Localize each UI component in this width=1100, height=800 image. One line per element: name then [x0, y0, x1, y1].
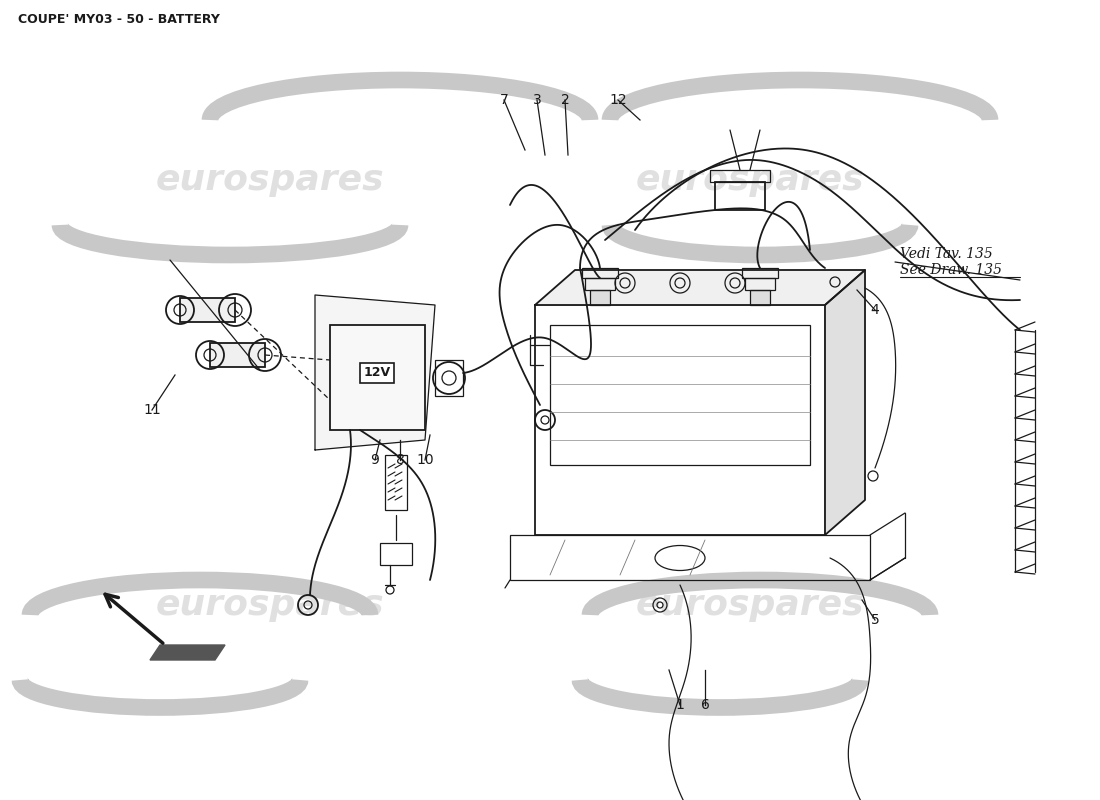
Text: 12V: 12V [363, 366, 390, 379]
Text: 4: 4 [870, 303, 879, 317]
Bar [434, 360, 463, 396]
Text: 6: 6 [701, 698, 710, 712]
Text: See Draw. 135: See Draw. 135 [900, 263, 1002, 277]
Text: 2: 2 [561, 93, 570, 107]
Polygon shape [535, 270, 865, 305]
Bar [510, 535, 870, 580]
Bar [535, 305, 825, 535]
Bar [715, 182, 764, 210]
Bar [750, 290, 770, 305]
Bar [710, 170, 770, 182]
Text: eurospares: eurospares [636, 163, 865, 197]
Text: 5: 5 [870, 613, 879, 627]
Bar [385, 455, 407, 510]
Text: 8: 8 [396, 453, 405, 467]
Text: 9: 9 [371, 453, 380, 467]
Text: COUPE' MY03 - 50 - BATTERY: COUPE' MY03 - 50 - BATTERY [18, 13, 220, 26]
Polygon shape [825, 270, 865, 535]
Bar [742, 268, 778, 278]
Polygon shape [150, 645, 226, 660]
Bar [210, 343, 265, 367]
Bar [590, 290, 610, 305]
Text: 1: 1 [675, 698, 684, 712]
Text: 12: 12 [609, 93, 627, 107]
Text: 7: 7 [499, 93, 508, 107]
Bar [582, 268, 618, 278]
Text: 3: 3 [532, 93, 541, 107]
Text: Vedi Tav. 135: Vedi Tav. 135 [900, 247, 992, 261]
Bar [745, 278, 776, 290]
Bar [550, 325, 810, 465]
Text: eurospares: eurospares [636, 588, 865, 622]
Bar [180, 298, 235, 322]
Text: 11: 11 [143, 403, 161, 417]
Text: 10: 10 [416, 453, 433, 467]
Text: eurospares: eurospares [156, 163, 384, 197]
Polygon shape [315, 295, 434, 450]
Text: eurospares: eurospares [156, 588, 384, 622]
Bar [379, 543, 412, 565]
Bar [585, 278, 615, 290]
Bar [330, 325, 425, 430]
